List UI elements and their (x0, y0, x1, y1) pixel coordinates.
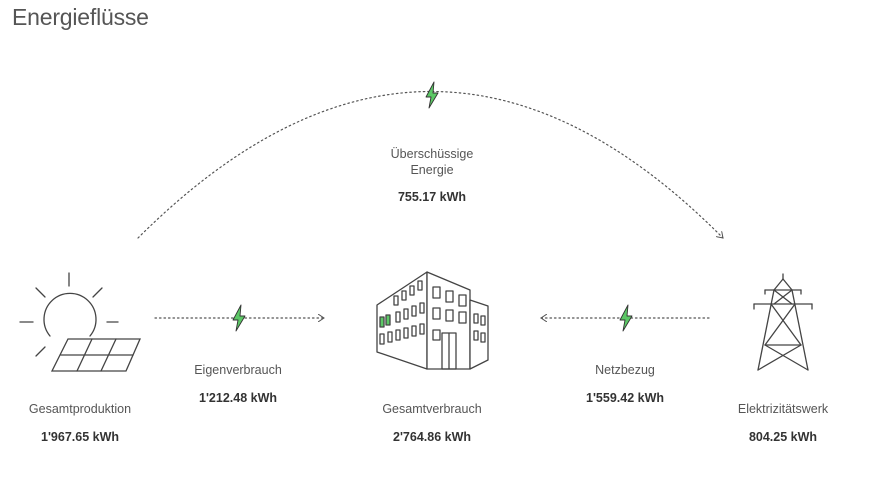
consumption-value: 2'764.86 kWh (392, 430, 472, 444)
production-label: Gesamtproduktion (28, 402, 132, 416)
power-pylon-icon (753, 273, 813, 371)
self-consumption-value: 1'212.48 kWh (198, 391, 278, 405)
utility-label: Elektrizitätswerk (737, 402, 829, 416)
surplus-flow-label: Überschüssige Energie (390, 147, 474, 177)
lightning-icon (425, 81, 439, 109)
building-icon (376, 271, 489, 370)
solar-panel-icon (19, 272, 141, 372)
self-consumption-label: Eigenverbrauch (194, 363, 282, 377)
lightning-icon (232, 304, 246, 332)
utility-value: 804.25 kWh (748, 430, 818, 444)
surplus-flow-value: 755.17 kWh (397, 190, 467, 204)
grid-import-value: 1'559.42 kWh (585, 391, 665, 405)
lightning-icon (619, 304, 633, 332)
production-value: 1'967.65 kWh (40, 430, 120, 444)
grid-import-label: Netzbezug (595, 363, 655, 377)
page-title: Energieflüsse (12, 4, 149, 30)
consumption-label: Gesamtverbrauch (382, 402, 482, 416)
